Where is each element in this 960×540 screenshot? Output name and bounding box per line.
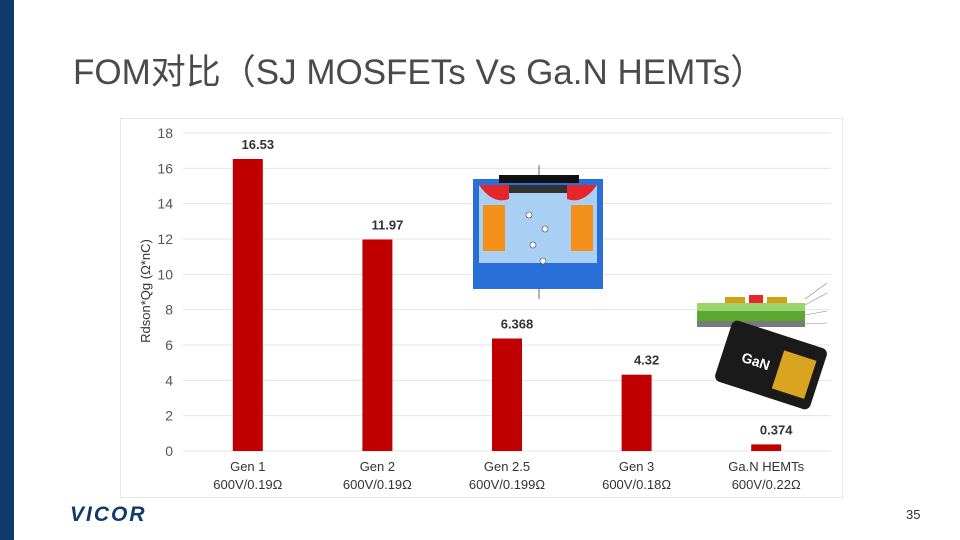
category-label: Gen 2: [360, 459, 395, 474]
y-tick-label: 14: [157, 196, 173, 212]
bar: [621, 374, 652, 451]
category-label: 600V/0.18Ω: [602, 477, 671, 492]
y-axis-title: Rdson*Qg (Ω*nC): [138, 239, 153, 343]
gan-package-chip: GaN: [715, 320, 827, 410]
category-label: Gen 3: [619, 459, 654, 474]
category-label: 600V/0.19Ω: [213, 477, 282, 492]
data-label: 16.53: [242, 137, 275, 152]
category-label: Gen 2.5: [484, 459, 530, 474]
category-label: Ga.N HEMTs: [728, 459, 804, 474]
y-tick-label: 2: [165, 408, 173, 424]
category-label: Gen 1: [230, 459, 265, 474]
y-tick-label: 12: [157, 231, 173, 247]
y-tick-label: 0: [165, 443, 173, 459]
data-label: 0.374: [760, 422, 793, 437]
data-label: 11.97: [371, 218, 403, 233]
bar-chart: 0 2 4 6 8 10 12 14 16 18: [138, 125, 831, 492]
y-tick-label: 16: [157, 160, 173, 176]
y-axis-ticks: 0 2 4 6 8 10 12 14 16 18: [157, 125, 173, 459]
left-accent-bar: [0, 0, 14, 540]
y-tick-label: 4: [165, 372, 173, 388]
slide-title: FOM对比（SJ MOSFETs Vs Ga.N HEMTs）: [73, 53, 766, 92]
category-label: 600V/0.22Ω: [732, 477, 801, 492]
bar: [362, 239, 393, 451]
bars: [232, 158, 782, 451]
category-labels: Gen 1 600V/0.19Ω Gen 2 600V/0.19Ω Gen 2.5 600…: [213, 459, 804, 492]
chart-frame: 0 2 4 6 8 10 12 14 16 18: [120, 118, 843, 498]
y-tick-label: 10: [157, 266, 173, 282]
data-label: 4.32: [634, 353, 659, 368]
y-tick-label: 6: [165, 337, 173, 353]
page-number: 35: [906, 507, 921, 522]
y-tick-label: 8: [165, 302, 173, 318]
category-label: 600V/0.199Ω: [469, 477, 546, 492]
bar: [751, 444, 782, 451]
bar: [492, 338, 522, 451]
vicor-logo: VICOR: [70, 503, 147, 526]
category-label: 600V/0.19Ω: [343, 477, 412, 492]
gan-hemt-layer-stack: [697, 282, 828, 327]
bar: [232, 158, 263, 451]
data-labels: 16.53 11.97 6.368 4.32 0.374: [242, 137, 794, 437]
data-label: 6.368: [501, 316, 534, 331]
y-tick-label: 18: [157, 125, 173, 141]
sj-mosfet-cross-section: [473, 165, 603, 299]
